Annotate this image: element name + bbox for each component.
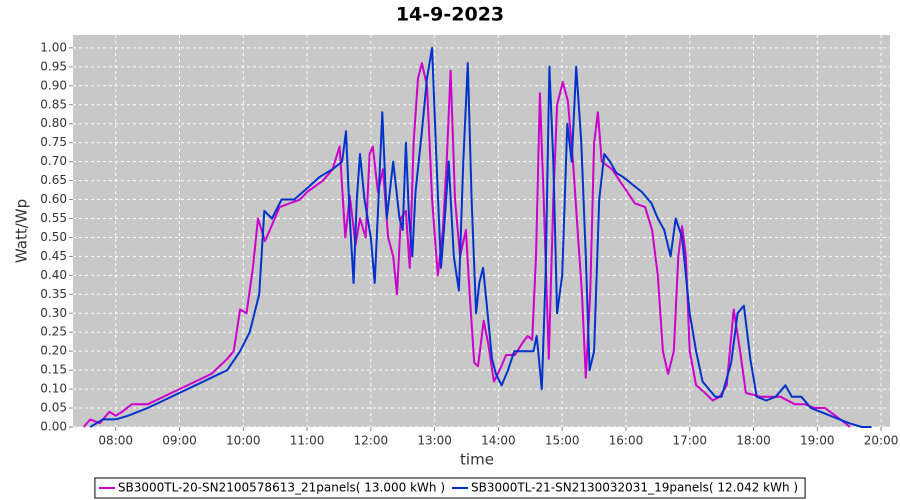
legend-box — [94, 477, 806, 499]
x-tick-label: 20:00 — [864, 434, 899, 448]
x-tick-label: 16:00 — [609, 434, 644, 448]
x-tick-label: 17:00 — [672, 434, 707, 448]
y-tick-label: 0.00 — [40, 420, 67, 434]
y-tick-label: 0.50 — [40, 230, 67, 244]
y-tick-label: 0.95 — [40, 59, 67, 73]
y-tick-label: 0.30 — [40, 306, 67, 320]
legend-label: SB3000TL-20-SN2100578613_21panels( 13.00… — [118, 481, 445, 495]
series-line — [89, 46, 872, 428]
y-tick-label: 0.80 — [40, 116, 67, 130]
y-tick-label: 1.00 — [40, 40, 67, 54]
y-tick-label: 0.75 — [40, 135, 67, 149]
y-tick-label: 0.15 — [40, 363, 67, 377]
y-axis-label: Watt/Wp — [13, 199, 31, 263]
x-tick-label: 11:00 — [290, 434, 325, 448]
y-tick-label: 0.35 — [40, 287, 67, 301]
y-tick-label: 0.10 — [40, 382, 67, 396]
y-tick-label: 0.25 — [40, 325, 67, 339]
y-tick-label: 0.40 — [40, 268, 67, 282]
x-tick-label: 13:00 — [417, 434, 452, 448]
series-line — [83, 62, 851, 428]
y-tick-label: 0.05 — [40, 401, 67, 415]
y-tick-label: 0.65 — [40, 173, 67, 187]
y-tick-label: 0.85 — [40, 97, 67, 111]
x-tick-label: 08:00 — [98, 434, 133, 448]
chart-title: 14-9-2023 — [396, 4, 504, 26]
x-tick-label: 18:00 — [736, 434, 771, 448]
legend: SB3000TL-20-SN2100578613_21panels( 13.00… — [94, 477, 806, 499]
legend-label: SB3000TL-21-SN2130032031_19panels( 12.04… — [471, 481, 798, 495]
x-axis-label: time — [460, 451, 494, 469]
x-tick-label: 09:00 — [162, 434, 197, 448]
x-tick-label: 12:00 — [354, 434, 389, 448]
x-tick-label: 14:00 — [481, 434, 516, 448]
y-tick-label: 0.45 — [40, 249, 67, 263]
x-tick-label: 19:00 — [800, 434, 835, 448]
y-tick-label: 0.70 — [40, 154, 67, 168]
x-tick-label: 15:00 — [545, 434, 580, 448]
y-tick-label: 0.55 — [40, 211, 67, 225]
y-tick-label: 0.90 — [40, 78, 67, 92]
y-tick-label: 0.20 — [40, 344, 67, 358]
x-tick-label: 10:00 — [226, 434, 261, 448]
y-tick-label: 0.60 — [40, 192, 67, 206]
plot-area — [73, 35, 890, 427]
